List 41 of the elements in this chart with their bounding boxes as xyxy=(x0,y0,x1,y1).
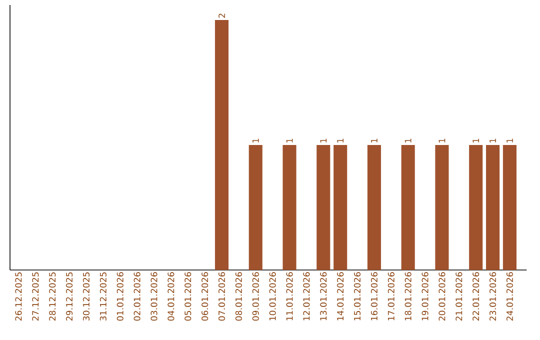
x-tick-label: 26.12.2025 xyxy=(15,272,22,321)
data-label: 2 xyxy=(218,14,225,18)
data-label: 1 xyxy=(371,138,378,142)
x-tick-label: 30.12.2025 xyxy=(82,272,90,321)
x-tick-label: 03.01.2026 xyxy=(150,272,158,321)
x-tick-label: 15.01.2026 xyxy=(354,272,361,320)
x-tick-label: 22.01.2026 xyxy=(472,272,480,321)
data-label: 1 xyxy=(404,138,412,142)
data-label: 1 xyxy=(438,138,446,142)
x-tick-label: 19.01.2026 xyxy=(422,272,428,320)
x-tick-label: 02.01.2026 xyxy=(134,272,140,321)
x-tick-label: 12.01.2026 xyxy=(303,272,310,320)
x-tick-label: 31.12.2025 xyxy=(100,272,106,321)
x-tick-label: 24.01.2026 xyxy=(506,272,514,321)
x-tick-label: 21.01.2026 xyxy=(456,272,462,321)
x-tick-label: 08.01.2026 xyxy=(235,272,242,321)
x-tick-label: 20.01.2026 xyxy=(438,272,446,321)
x-tick-label: 04.01.2026 xyxy=(168,272,174,321)
x-tick-label: 06.01.2026 xyxy=(202,272,208,321)
x-tick-label: 05.01.2026 xyxy=(184,272,192,321)
x-tick-label: 16.01.2026 xyxy=(370,272,378,320)
x-tick-label: 14.01.2026 xyxy=(337,272,344,320)
data-label: 1 xyxy=(252,138,259,142)
x-tick-label: 13.01.2026 xyxy=(320,272,327,320)
x-tick-label: 18.01.2026 xyxy=(404,272,412,320)
x-tick-label: 07.01.2026 xyxy=(218,272,226,321)
x-tick-label: 11.01.2026 xyxy=(286,272,293,320)
data-label: 1 xyxy=(506,138,513,142)
data-label: 1 xyxy=(490,138,496,142)
x-tick-label: 09.01.2026 xyxy=(252,272,259,321)
x-tick-label: 10.01.2026 xyxy=(269,272,276,320)
x-tick-label: 23.01.2026 xyxy=(490,272,496,321)
data-label: 1 xyxy=(472,138,480,142)
x-tick-label: 28.12.2025 xyxy=(49,272,56,321)
x-tick-label: 29.12.2025 xyxy=(66,272,73,321)
data-label: 1 xyxy=(286,138,293,142)
x-tick-label: 17.01.2026 xyxy=(388,272,394,320)
x-tick-label: 01.01.2026 xyxy=(116,272,124,321)
data-label: 1 xyxy=(337,138,344,142)
x-tick-label: 27.12.2025 xyxy=(32,272,39,321)
data-label: 1 xyxy=(320,138,327,142)
